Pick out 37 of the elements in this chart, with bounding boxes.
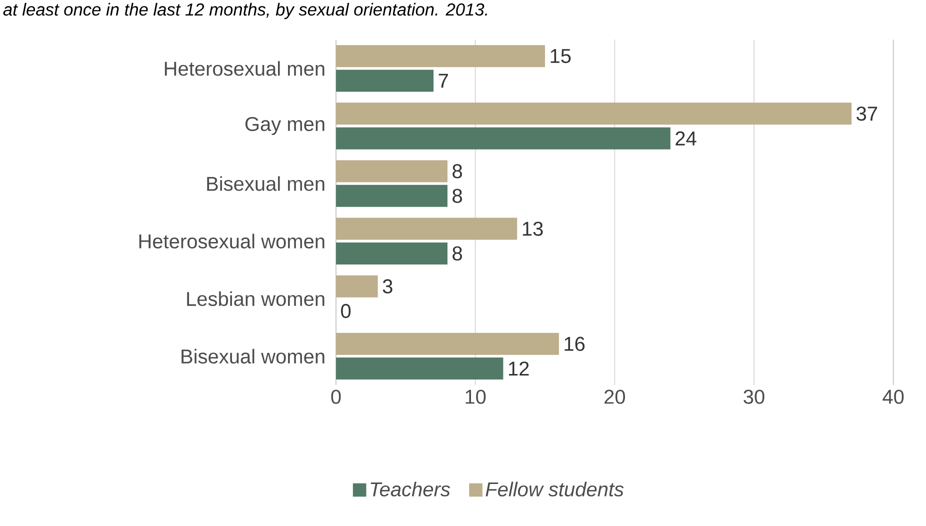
- data-label: 12: [508, 362, 529, 376]
- x-tick-label: 0: [331, 390, 341, 404]
- data-label: 24: [676, 131, 696, 146]
- bar: [336, 160, 448, 182]
- x-tick-label: 10: [466, 390, 486, 404]
- x-tick-label: 30: [744, 390, 764, 404]
- bar: [336, 275, 378, 298]
- y-tick-label: Bisexual men: [207, 176, 324, 191]
- legend-label: Fellow students: [486, 482, 624, 496]
- x-tick-label: 40: [882, 390, 904, 404]
- bar: [336, 242, 448, 264]
- bar: [336, 332, 559, 355]
- data-label: 7: [438, 74, 448, 88]
- bar: [336, 45, 545, 68]
- data-label: 8: [452, 188, 462, 203]
- bar: [336, 218, 518, 240]
- bar: [336, 127, 670, 150]
- bar: [336, 70, 434, 92]
- data-label: 13: [522, 222, 543, 236]
- data-label: 8: [452, 164, 462, 178]
- chart-title: at least once in the last 12 months, by sexual orientation. 2013.: [3, 2, 488, 20]
- bar: [336, 184, 448, 207]
- data-label: 37: [856, 106, 878, 121]
- y-tick-label: Heterosexual women: [139, 234, 324, 248]
- y-tick-label: Heterosexual men: [164, 61, 324, 76]
- data-label: 0: [341, 304, 351, 318]
- data-label: 16: [564, 336, 585, 351]
- y-tick-label: Lesbian women: [187, 291, 324, 306]
- bar: [336, 102, 852, 125]
- x-tick-label: 20: [604, 390, 625, 404]
- y-tick-label: Gay men: [245, 116, 324, 136]
- data-label: 8: [452, 246, 462, 261]
- bar: [336, 358, 504, 380]
- data-label: 3: [382, 279, 392, 294]
- y-tick-label: Bisexual women: [182, 348, 324, 364]
- legend-label: Teachers: [370, 482, 450, 496]
- data-label: 15: [550, 49, 571, 64]
